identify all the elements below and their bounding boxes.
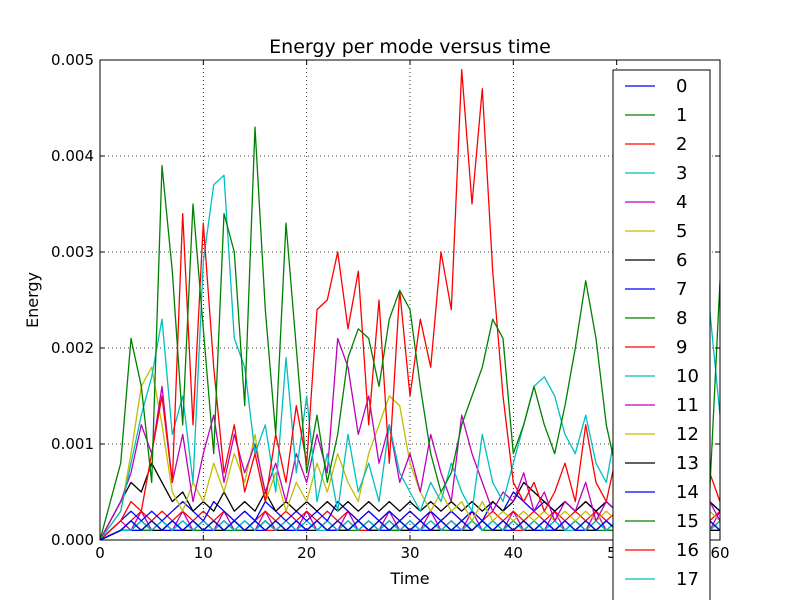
legend-label: 11 <box>676 395 699 416</box>
y-tick-label: 0.005 <box>51 51 94 69</box>
legend-label: 7 <box>676 279 687 300</box>
y-axis-label: Energy <box>23 272 42 328</box>
y-tick-label: 0.001 <box>51 435 94 453</box>
legend-label: 13 <box>676 453 699 474</box>
legend-label: 6 <box>676 250 687 271</box>
legend-label: 1 <box>676 105 687 126</box>
y-tick-label: 0.000 <box>51 531 94 549</box>
legend-label: 10 <box>676 366 699 387</box>
legend-label: 14 <box>676 482 699 503</box>
axis-ticks: 01020304050600.0000.0010.0020.0030.0040.… <box>51 51 730 562</box>
x-tick-label: 30 <box>400 544 419 562</box>
legend-label: 8 <box>676 308 687 329</box>
legend-label: 5 <box>676 221 687 242</box>
legend-label: 12 <box>676 424 699 445</box>
x-tick-label: 20 <box>297 544 316 562</box>
chart-title: Energy per mode versus time <box>269 36 551 58</box>
x-tick-label: 40 <box>504 544 523 562</box>
legend-label: 3 <box>676 163 687 184</box>
x-tick-label: 10 <box>194 544 213 562</box>
legend-label: 15 <box>676 511 699 532</box>
legend-label: 17 <box>676 569 699 590</box>
y-tick-label: 0.002 <box>51 339 94 357</box>
y-tick-label: 0.003 <box>51 243 94 261</box>
legend-label: 4 <box>676 192 687 213</box>
x-tick-label: 0 <box>95 544 105 562</box>
legend-box <box>612 69 711 600</box>
y-tick-label: 0.004 <box>51 147 94 165</box>
legend-label: 2 <box>676 134 687 155</box>
legend-label: 0 <box>676 76 687 97</box>
legend-label: 16 <box>676 540 699 561</box>
legend-label: 9 <box>676 337 687 358</box>
x-tick-label: 60 <box>710 544 729 562</box>
x-axis-label: Time <box>389 569 429 588</box>
